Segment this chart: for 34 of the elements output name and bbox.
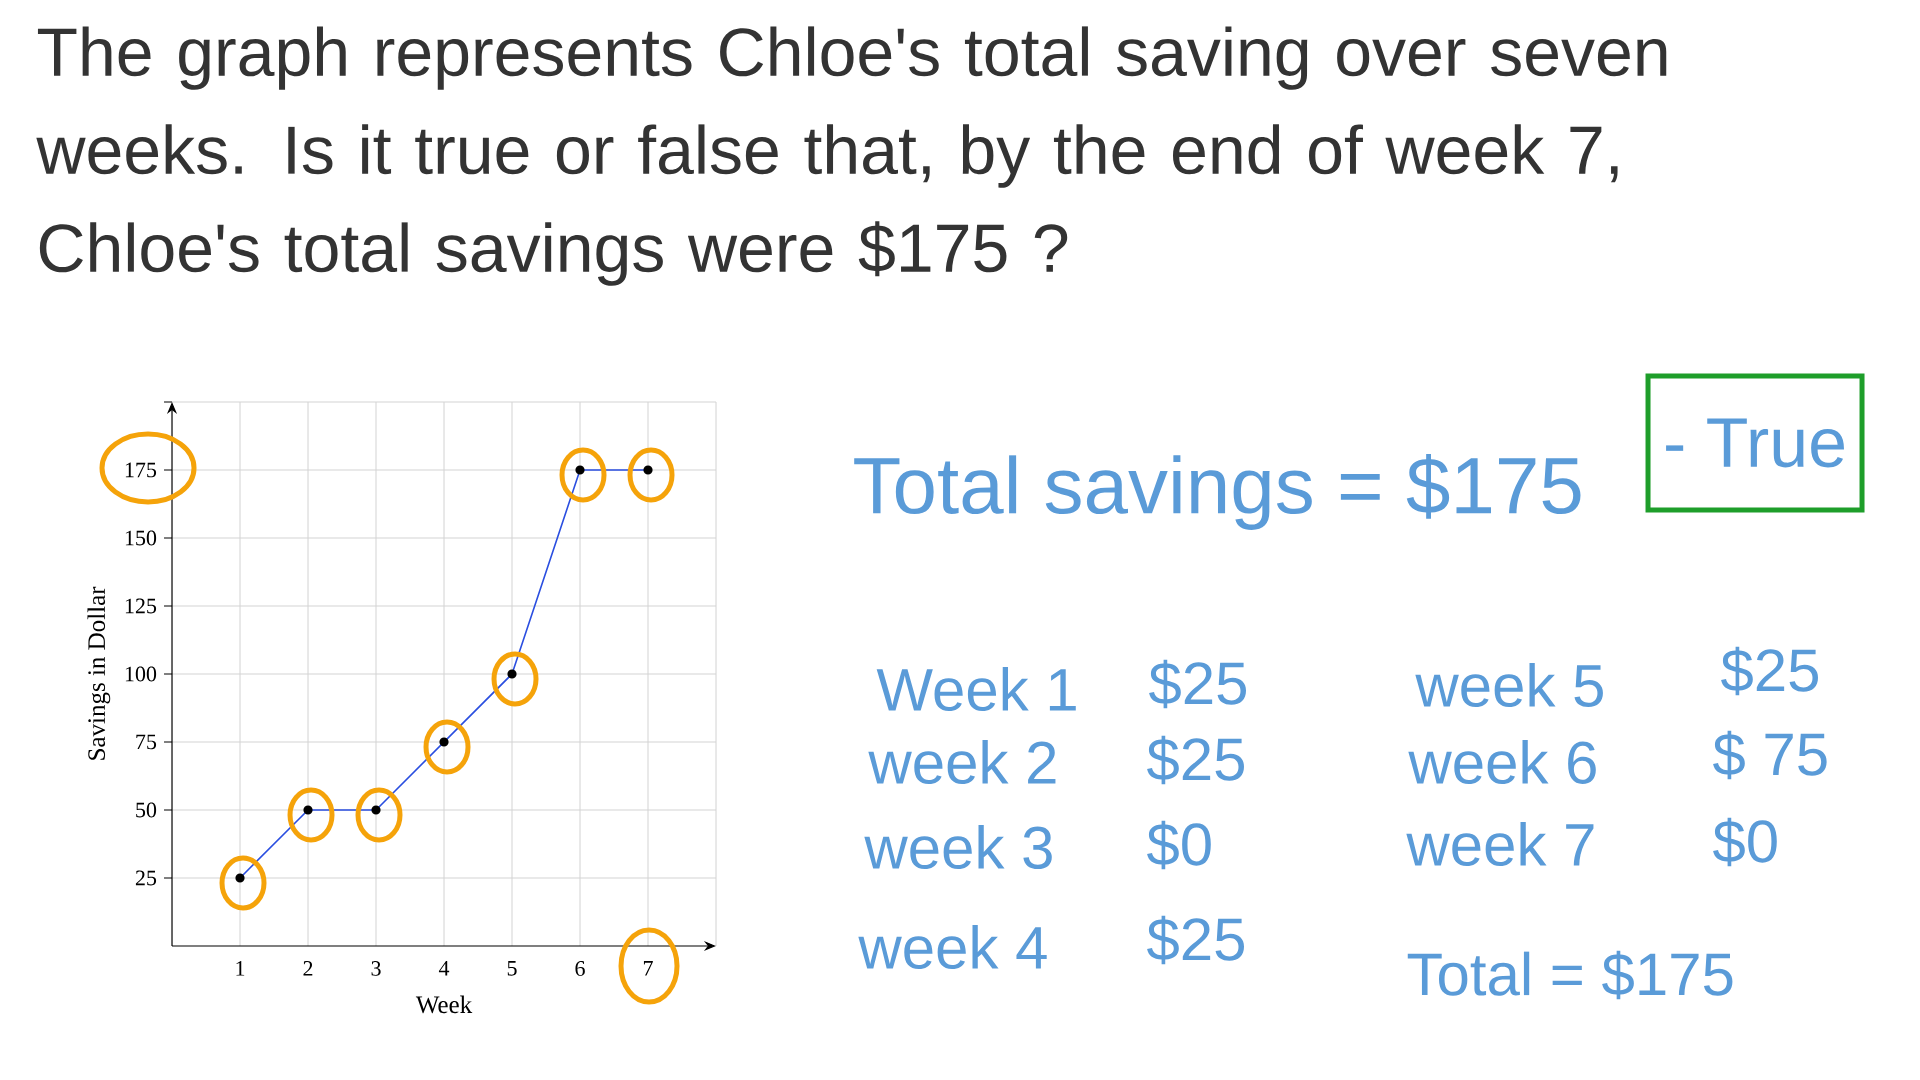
chart-title: The graph represents Chloe's total saving over seven weeks. Is it true or false that, by the end of week 7, Chloe's total savings were $175 ? xyxy=(36,26,1667,286)
x-tick-label: 7 xyxy=(643,961,653,976)
text: $ 75 xyxy=(1713,730,1827,780)
y-tick-label: 25 xyxy=(135,870,157,886)
y-tick-label: 175 xyxy=(125,462,157,478)
x-tick-label: 5 xyxy=(507,961,517,976)
text: Total savings = $175 xyxy=(854,454,1581,530)
y-tick-label: 125 xyxy=(125,598,157,614)
text: $25 xyxy=(1721,646,1818,696)
text: $25 xyxy=(1147,915,1244,965)
text: week 6 xyxy=(1408,739,1596,785)
x-tick-label: 4 xyxy=(438,961,450,976)
text: - True xyxy=(1666,418,1844,468)
text: week 5 xyxy=(1415,662,1603,708)
y-tick-label: 100 xyxy=(125,666,157,682)
text: $25 xyxy=(1147,735,1244,785)
y-tick-label: 50 xyxy=(136,802,157,818)
text: $0 xyxy=(1147,820,1211,870)
text: week 4 xyxy=(858,924,1047,970)
x-tick-label: 3 xyxy=(371,961,381,976)
x-tick-label: 2 xyxy=(303,961,313,976)
text: week 2 xyxy=(868,739,1056,785)
y-tick-label: 75 xyxy=(136,734,157,750)
text: $25 xyxy=(1149,659,1246,709)
text: $0 xyxy=(1713,817,1777,867)
x-tick-label: 6 xyxy=(575,961,585,976)
x-tick-label: 1 xyxy=(236,961,245,976)
y-axis-title: Savings in Dollar xyxy=(87,586,111,760)
text: Week 1 xyxy=(876,666,1076,712)
x-axis-title: Week xyxy=(415,995,473,1014)
text: Total = $175 xyxy=(1407,950,1733,1000)
y-tick-label: 150 xyxy=(125,530,157,546)
text: week 7 xyxy=(1406,821,1594,867)
text: week 3 xyxy=(864,824,1052,870)
